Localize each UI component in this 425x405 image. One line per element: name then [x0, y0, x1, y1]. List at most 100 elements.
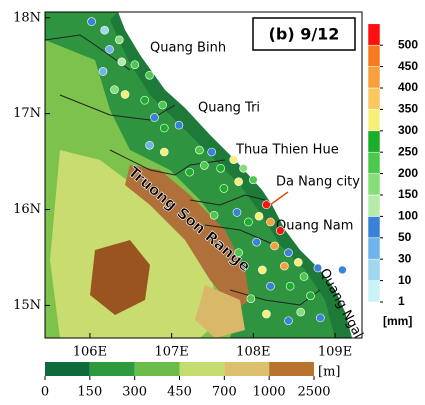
rain-station: [249, 176, 257, 184]
rain-station: [210, 211, 218, 219]
rain-station: [159, 101, 167, 109]
rain-station: [131, 61, 139, 69]
rain-colorbar-label: 300: [398, 123, 418, 137]
rain-station: [146, 141, 154, 149]
elevation-colorbar-label: 2500: [297, 385, 330, 400]
rain-colorbar-label: 250: [398, 144, 418, 158]
elevation-unit: [m]: [318, 365, 340, 380]
rain-station: [300, 273, 308, 281]
rain-station: [314, 264, 322, 272]
rain-station: [101, 26, 109, 34]
rain-colorbar-segment: [368, 195, 380, 216]
elevation-colorbar-label: 0: [41, 385, 49, 400]
rain-station: [146, 71, 154, 79]
rain-colorbar-segment: [368, 174, 380, 195]
rain-colorbar-segment: [368, 131, 380, 152]
y-tick-label: 15N: [13, 298, 41, 313]
x-tick-label: 107E: [154, 345, 188, 360]
rain-station: [230, 156, 238, 164]
map-figure: (b) 9/12 Quang Binh Quang Tri Thua Thien…: [0, 0, 425, 405]
rain-station: [160, 124, 168, 132]
rain-colorbar-label: 50: [398, 230, 412, 244]
rain-station: [276, 227, 284, 235]
rain-colorbar-segment: [368, 259, 380, 280]
rain-station: [262, 201, 270, 209]
rain-colorbar-segment: [368, 24, 380, 45]
rain-station: [233, 208, 241, 216]
rain-station: [284, 249, 292, 257]
rain-station: [88, 18, 96, 26]
rain-unit: [mm]: [383, 314, 412, 328]
rain-station: [307, 292, 315, 300]
elevation-colorbar-label: 450: [167, 385, 192, 400]
rain-station: [266, 218, 274, 226]
elevation-colorbar-label: 150: [77, 385, 102, 400]
rain-station: [175, 121, 183, 129]
rain-station: [235, 249, 243, 257]
rain-station: [195, 146, 203, 154]
x-tick-label: 108E: [236, 345, 270, 360]
y-tick-label: 17N: [13, 106, 41, 121]
rain-station: [244, 218, 252, 226]
rain-colorbar-label: 10: [398, 273, 412, 287]
rain-station: [240, 164, 248, 172]
rain-station: [110, 86, 118, 94]
rain-colorbar-segment: [368, 109, 380, 130]
elevation-colorbar-label: 700: [212, 385, 237, 400]
rain-colorbar-segment: [368, 281, 380, 302]
rain-colorbar-segment: [368, 216, 380, 237]
rain-colorbar-label: 1: [398, 294, 405, 308]
rain-colorbar-segment: [368, 152, 380, 173]
rain-station: [220, 184, 228, 192]
elevation-colorbar-segment: [135, 362, 180, 376]
rain-colorbar-label: 30: [398, 251, 412, 265]
rain-station: [235, 178, 243, 186]
rain-station: [208, 148, 216, 156]
rain-station: [294, 258, 302, 266]
elevation-colorbar-segment: [90, 362, 135, 376]
elevation-colorbar-label: 300: [122, 385, 147, 400]
rain-station: [253, 238, 261, 246]
rain-station: [217, 164, 225, 172]
rain-station: [115, 36, 123, 44]
rain-station: [284, 317, 292, 325]
elevation-colorbar-label: 1000: [253, 385, 286, 400]
rain-station: [266, 282, 274, 290]
rain-station: [286, 282, 294, 290]
place-label: Quang Nam: [276, 219, 353, 234]
rain-station: [280, 262, 288, 270]
rain-station: [186, 168, 194, 176]
y-tick-label: 16N: [13, 202, 41, 217]
elevation-colorbar-segment: [45, 362, 90, 376]
rain-station: [121, 90, 129, 98]
rain-colorbar-segment: [368, 45, 380, 66]
rain-station: [118, 58, 126, 66]
elevation-colorbar-segment: [269, 362, 314, 376]
elevation-colorbar-segment: [180, 362, 225, 376]
rain-colorbar-label: 500: [398, 37, 418, 51]
rain-station: [258, 266, 266, 274]
rain-station: [99, 67, 107, 75]
rain-station: [297, 308, 305, 316]
rain-station: [255, 212, 263, 220]
rain-station: [247, 295, 255, 303]
rain-station: [141, 96, 149, 104]
rain-station: [160, 148, 168, 156]
rain-colorbar-label: 200: [398, 166, 418, 180]
place-label: Thua Thien Hue: [235, 143, 339, 158]
rain-station: [200, 161, 208, 169]
rain-colorbar-segment: [368, 238, 380, 259]
x-tick-label: 106E: [73, 345, 107, 360]
rain-station: [338, 266, 346, 274]
y-tick-label: 18N: [13, 10, 41, 25]
rain-colorbar-label: 100: [398, 209, 418, 223]
x-tick-label: 109E: [318, 345, 352, 360]
rain-colorbar-segment: [368, 67, 380, 88]
elevation-colorbar-segment: [224, 362, 269, 376]
place-label: Da Nang city: [276, 175, 360, 190]
rain-colorbar-label: 450: [398, 59, 418, 73]
rain-station: [150, 113, 158, 121]
place-label: Quang Tri: [198, 101, 260, 116]
rain-station: [262, 310, 270, 318]
rain-colorbar-label: 400: [398, 80, 418, 94]
